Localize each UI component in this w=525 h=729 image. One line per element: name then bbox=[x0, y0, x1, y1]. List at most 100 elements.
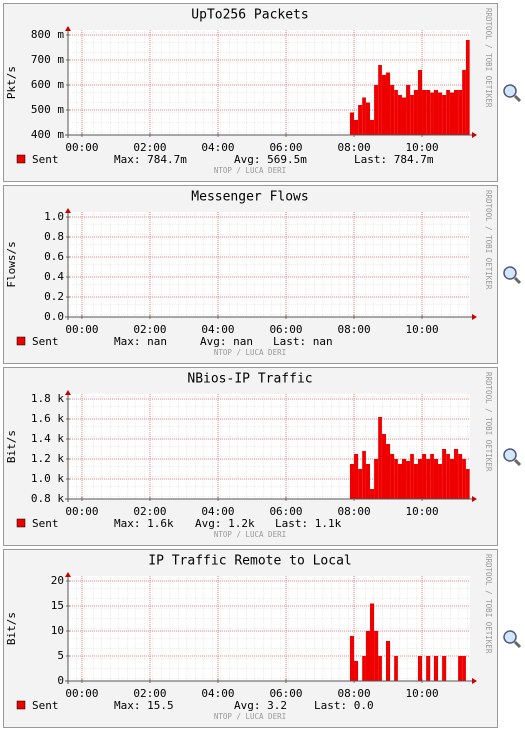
y-tick-label: 800 m bbox=[31, 28, 64, 41]
x-tick-label: 10:00 bbox=[405, 323, 438, 336]
chart-title: NBios-IP Traffic bbox=[187, 372, 312, 387]
area-step bbox=[378, 656, 382, 681]
y-tick-label: 15 bbox=[51, 599, 64, 612]
area-step bbox=[442, 656, 447, 681]
graph-panel: NBios-IP Traffic Bit/s 0.8 k 1.0 k 1.2 k 1.4 … bbox=[3, 367, 522, 546]
zoom-lens bbox=[503, 266, 517, 280]
zoom-lens bbox=[503, 448, 517, 462]
y-tick-label: 0.0 bbox=[44, 310, 64, 323]
area-step bbox=[401, 97, 407, 135]
area-step bbox=[465, 40, 470, 135]
area-step bbox=[365, 102, 371, 135]
x-tick-label: 04:00 bbox=[201, 141, 234, 154]
x-tick-label: 08:00 bbox=[337, 141, 370, 154]
x-tick-label: 04:00 bbox=[201, 687, 234, 700]
y-axis-label: Flows/s bbox=[5, 241, 18, 287]
legend-swatch bbox=[16, 700, 26, 710]
area-step bbox=[362, 97, 366, 135]
legend-stat: Max: nan bbox=[114, 335, 167, 348]
axis-arrow bbox=[472, 678, 477, 684]
y-tick-label: 0 bbox=[57, 674, 64, 687]
x-tick-label: 10:00 bbox=[405, 141, 438, 154]
watermark: NTOP / LUCA DERI bbox=[214, 348, 286, 357]
area-step bbox=[406, 461, 411, 499]
area-step bbox=[385, 641, 391, 681]
area-step bbox=[354, 454, 359, 499]
area-step bbox=[458, 90, 463, 135]
area-step bbox=[406, 85, 411, 135]
area-step bbox=[426, 90, 431, 135]
area-step bbox=[362, 656, 366, 681]
x-tick-label: 06:00 bbox=[269, 505, 302, 518]
legend-stat: Avg: 569.5m bbox=[234, 153, 307, 166]
area-step bbox=[417, 70, 423, 135]
area-step bbox=[433, 459, 439, 499]
area-step bbox=[446, 454, 450, 499]
area-step bbox=[413, 464, 418, 499]
y-tick-label: 1.6 k bbox=[31, 412, 64, 425]
y-tick-label: 1.0 k bbox=[31, 472, 64, 485]
zoom-icon[interactable] bbox=[503, 630, 522, 649]
area-step bbox=[370, 603, 375, 681]
area-step bbox=[446, 90, 450, 135]
area-step bbox=[349, 112, 355, 135]
y-tick-label: 700 m bbox=[31, 53, 64, 66]
area-step bbox=[390, 454, 395, 499]
zoom-handle bbox=[513, 458, 522, 467]
zoom-icon[interactable] bbox=[503, 448, 522, 467]
area-step bbox=[358, 469, 363, 499]
axis-arrow bbox=[65, 26, 71, 31]
y-tick-label: 10 bbox=[51, 624, 64, 637]
area-step bbox=[394, 459, 398, 499]
x-tick-label: 00:00 bbox=[65, 505, 98, 518]
x-tick-label: 02:00 bbox=[133, 505, 166, 518]
axis-arrow bbox=[472, 496, 477, 502]
side-credit: RRDTOOL / TOBI OETIKER bbox=[484, 190, 493, 290]
legend-label: Sent bbox=[32, 517, 59, 530]
side-credit: RRDTOOL / TOBI OETIKER bbox=[484, 554, 493, 654]
graph-panel: IP Traffic Remote to Local Bit/s 0 5 10 15 20 0… bbox=[3, 549, 522, 728]
legend-swatch bbox=[16, 518, 26, 528]
area-step bbox=[397, 95, 402, 135]
axis-arrow bbox=[472, 132, 477, 138]
area-step bbox=[394, 90, 398, 135]
x-tick-label: 06:00 bbox=[269, 687, 302, 700]
x-tick-label: 08:00 bbox=[337, 323, 370, 336]
x-tick-label: 06:00 bbox=[269, 323, 302, 336]
area-step bbox=[430, 92, 434, 135]
x-tick-label: 10:00 bbox=[405, 505, 438, 518]
legend-stat: Max: 15.5 bbox=[114, 699, 174, 712]
x-tick-label: 06:00 bbox=[269, 141, 302, 154]
x-tick-label: 00:00 bbox=[65, 687, 98, 700]
area-step bbox=[433, 90, 439, 135]
area-step bbox=[430, 454, 434, 499]
x-tick-label: 04:00 bbox=[201, 505, 234, 518]
minor-grid bbox=[68, 576, 470, 681]
area-step bbox=[449, 92, 455, 135]
area-step bbox=[458, 454, 463, 499]
x-tick-label: 00:00 bbox=[65, 323, 98, 336]
chart-title: Messenger Flows bbox=[191, 190, 308, 205]
y-tick-label: 500 m bbox=[31, 103, 64, 116]
area-step bbox=[354, 120, 359, 135]
area-step bbox=[381, 434, 386, 499]
legend-stat: Avg: nan bbox=[200, 335, 253, 348]
legend-stat: Last: 0.0 bbox=[314, 699, 374, 712]
legend-stat: Avg: 3.2 bbox=[234, 699, 287, 712]
zoom-lens bbox=[503, 630, 517, 644]
y-tick-label: 1.4 k bbox=[31, 432, 64, 445]
axis-arrow bbox=[65, 572, 71, 577]
zoom-icon[interactable] bbox=[503, 84, 522, 103]
area-step bbox=[362, 451, 366, 499]
area-step bbox=[365, 464, 371, 499]
area-step bbox=[390, 85, 395, 135]
x-tick-label: 00:00 bbox=[65, 141, 98, 154]
legend-label: Sent bbox=[32, 335, 59, 348]
legend-stat: Last: 1.1k bbox=[275, 517, 342, 530]
zoom-icon[interactable] bbox=[503, 266, 522, 285]
watermark: NTOP / LUCA DERI bbox=[214, 712, 286, 721]
area-step bbox=[462, 656, 466, 681]
area-step bbox=[365, 631, 371, 681]
